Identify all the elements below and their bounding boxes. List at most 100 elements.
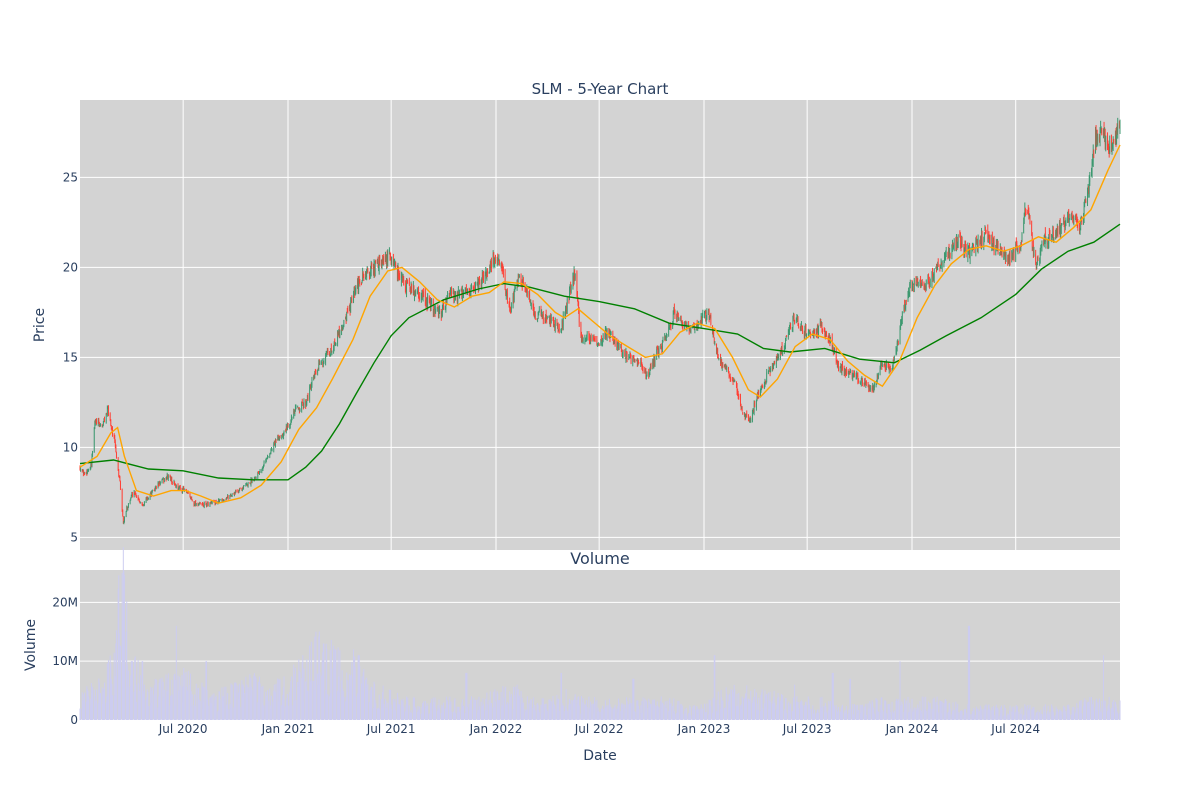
candle [134, 492, 136, 495]
candle-body [258, 473, 260, 474]
candle-body [1099, 138, 1100, 140]
candle [392, 253, 394, 267]
candle-body [140, 502, 141, 504]
candle-body [570, 285, 572, 292]
candle [486, 268, 488, 281]
candle-body [1047, 242, 1048, 245]
candle [1091, 167, 1093, 177]
candle-body [871, 387, 873, 390]
candle-body [561, 328, 562, 331]
candle-body [1111, 141, 1112, 148]
candle [223, 499, 225, 502]
candle-body [323, 360, 324, 365]
volume-bar [576, 703, 578, 720]
volume-bar [286, 693, 288, 720]
volume-bar [289, 688, 291, 720]
candle-body [886, 363, 887, 370]
candle-body [87, 470, 89, 472]
candle [584, 338, 586, 343]
candle [307, 392, 309, 401]
candle-body [417, 290, 418, 294]
volume-bar [517, 689, 519, 720]
candle [1004, 251, 1006, 265]
candle-body [422, 289, 423, 297]
candle-body [765, 381, 767, 383]
volume-bar [873, 707, 875, 720]
candle-body [1105, 135, 1107, 147]
candle-body [756, 394, 758, 401]
candle [139, 501, 141, 504]
candle [309, 384, 311, 389]
candle [462, 289, 464, 296]
candle-body [554, 320, 556, 330]
candle-body [991, 237, 993, 247]
candle-body [988, 237, 989, 239]
volume-bar [549, 699, 551, 720]
candle-body [964, 244, 966, 247]
volume-bar [326, 648, 328, 720]
volume-bar [718, 704, 720, 720]
candle [338, 325, 340, 339]
volume-bar [271, 701, 273, 720]
candle [82, 468, 84, 472]
volume-bar [716, 711, 718, 720]
candle-body [737, 390, 738, 396]
candle [932, 273, 934, 282]
candle [101, 423, 103, 428]
candle [837, 360, 839, 369]
volume-bar [521, 697, 523, 720]
candle [151, 489, 153, 493]
candle-body [242, 487, 243, 490]
volume-bar [83, 694, 85, 720]
candle-body [430, 300, 431, 310]
candle [1102, 128, 1104, 139]
candle-body [218, 499, 220, 502]
candle-body [446, 301, 447, 304]
candle [911, 279, 913, 292]
volume-bar [528, 703, 530, 720]
candle-body [303, 405, 304, 407]
candle [534, 311, 536, 320]
candle [1055, 228, 1057, 239]
candle [633, 355, 635, 362]
candle-body [1089, 173, 1091, 182]
volume-bar [398, 704, 400, 720]
candle [384, 251, 386, 263]
candle-body [769, 369, 771, 373]
candle [1029, 214, 1031, 225]
candle-body [860, 380, 862, 383]
volume-bar [676, 712, 678, 720]
volume-bar [265, 698, 267, 720]
volume-bar [826, 712, 828, 720]
volume-bar [869, 701, 871, 720]
candle [494, 254, 496, 264]
candle-body [1075, 216, 1076, 220]
candle-body [872, 386, 873, 390]
volume-bar [593, 703, 595, 720]
candle [622, 349, 624, 359]
candle-body [415, 292, 416, 295]
volume-bar [534, 710, 536, 720]
volume-bar [884, 700, 886, 720]
candle-body [239, 488, 240, 490]
candle-body [1064, 225, 1066, 229]
volume-bar [545, 703, 547, 720]
volume-bar [820, 707, 822, 720]
candle-body [622, 354, 623, 357]
candle [1023, 217, 1025, 234]
volume-bar [421, 703, 423, 720]
candle [784, 342, 786, 350]
candle-body [225, 499, 227, 500]
candle [701, 312, 703, 324]
volume-bar [509, 691, 511, 720]
candle-body [199, 502, 200, 504]
volume-bar [409, 713, 411, 720]
volume-bar [237, 685, 239, 720]
candle [285, 423, 287, 434]
candle [460, 288, 462, 292]
candle [98, 417, 100, 425]
candle [807, 328, 809, 337]
candle-body [295, 407, 297, 409]
candle-body [720, 360, 722, 363]
candle-body [1045, 241, 1047, 243]
